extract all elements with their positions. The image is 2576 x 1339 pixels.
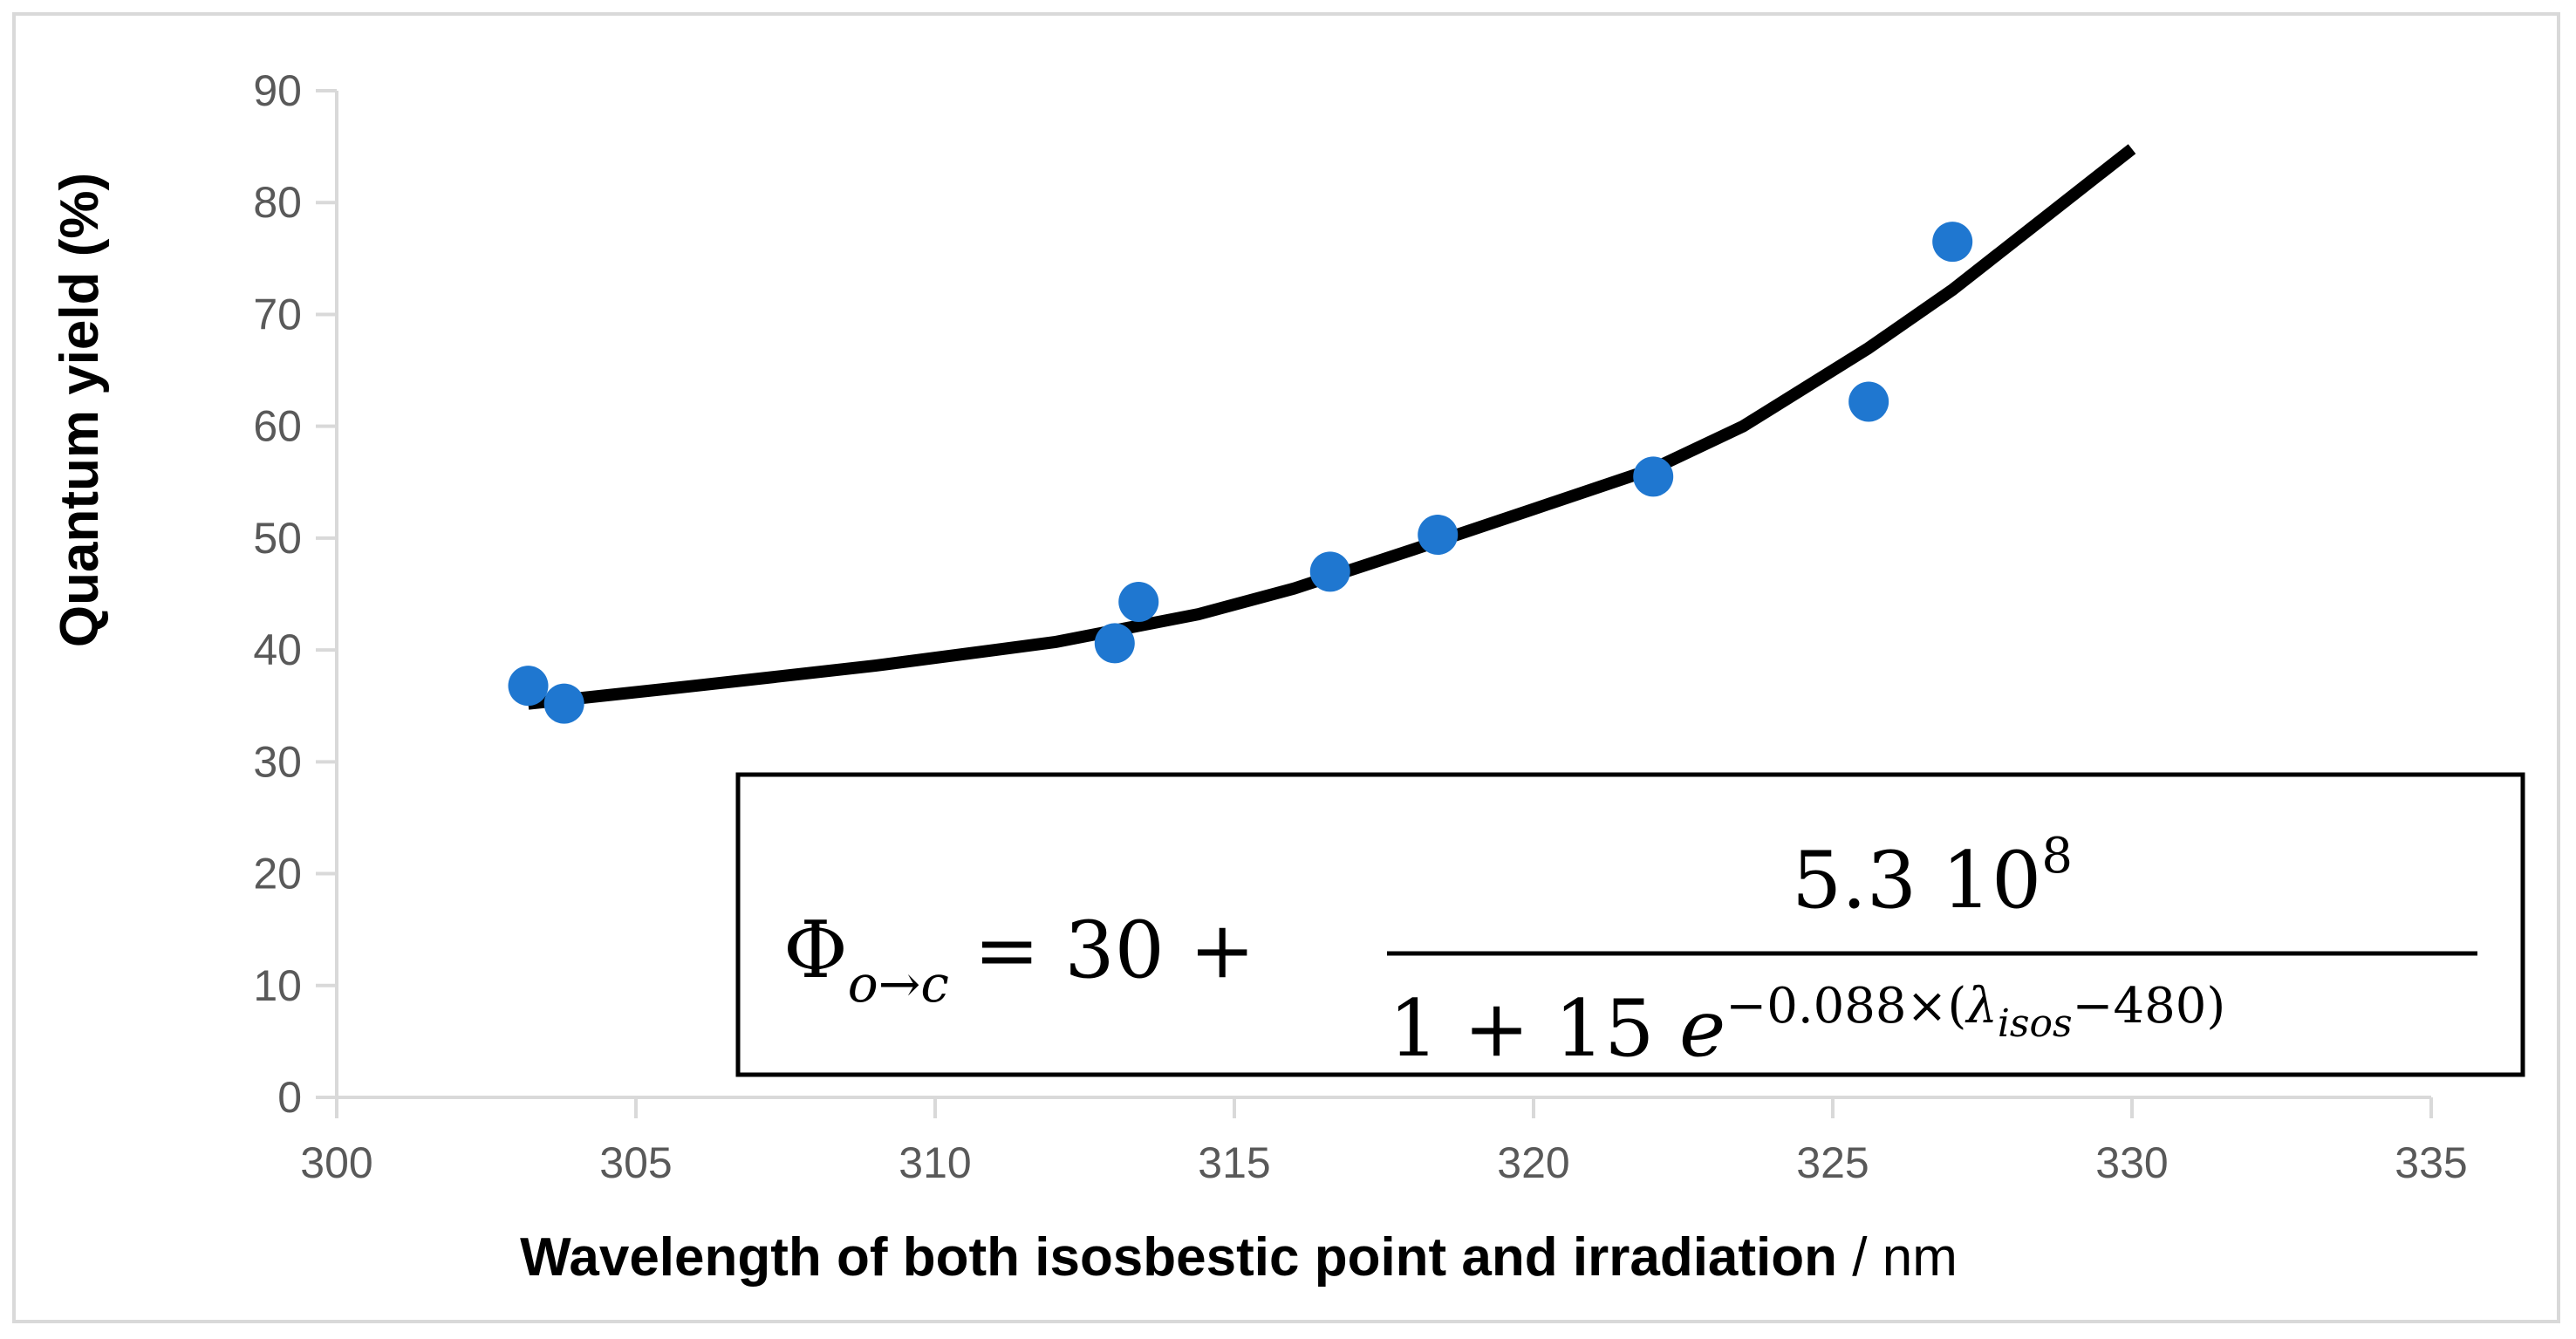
equation-left: Φo→c = 30 + bbox=[783, 905, 1281, 1014]
y-tick-label: 70 bbox=[253, 290, 302, 338]
x-axis-title-main: Wavelength of both isosbestic point and … bbox=[520, 1227, 1837, 1288]
y-tick-label: 50 bbox=[253, 514, 302, 563]
x-tick-label: 315 bbox=[1198, 1138, 1270, 1187]
equation-exponent-b: −480) bbox=[2073, 978, 2226, 1035]
equation-numerator-base: 5.3 10 bbox=[1792, 835, 2041, 926]
x-tick-label: 310 bbox=[899, 1138, 971, 1187]
equation-annotation: Φo→c = 30 + 5.3 108 1 + 15 e−0.088×(λiso… bbox=[735, 772, 2525, 1077]
x-tick-label: 330 bbox=[2095, 1138, 2168, 1187]
fit-line bbox=[527, 144, 2136, 710]
y-tick-label: 0 bbox=[277, 1073, 302, 1122]
data-point bbox=[1418, 515, 1459, 556]
x-tick-label: 335 bbox=[2395, 1138, 2467, 1187]
x-axis-title: Wavelength of both isosbestic point and … bbox=[520, 1227, 1958, 1288]
equation-numerator: 5.3 108 bbox=[1792, 828, 2073, 926]
equation-denominator-base: 1 + 15 bbox=[1389, 983, 1679, 1075]
data-point bbox=[1633, 456, 1674, 497]
x-tick-label: 325 bbox=[1796, 1138, 1869, 1187]
data-point bbox=[1309, 551, 1350, 592]
series-layer bbox=[508, 144, 2136, 724]
x-tick-label: 300 bbox=[300, 1138, 372, 1187]
equation-phi-subscript: o→c bbox=[848, 954, 949, 1014]
equation-denominator: 1 + 15 e−0.088×(λisos−480) bbox=[1389, 978, 2225, 1075]
y-tick-label: 10 bbox=[253, 961, 302, 1010]
chart-frame bbox=[12, 12, 2560, 1323]
equation-exponent-subscript: isos bbox=[1998, 1001, 2073, 1046]
axes: 0 10 20 30 40 50 60 70 80 90 300 305 310 315 320 325 33… bbox=[253, 66, 2467, 1187]
data-point bbox=[1094, 623, 1135, 664]
y-tick-label: 40 bbox=[253, 625, 302, 674]
y-tick-label: 30 bbox=[253, 737, 302, 786]
x-tick-label: 305 bbox=[599, 1138, 672, 1187]
data-point bbox=[1118, 581, 1159, 622]
y-ticks: 0 10 20 30 40 50 60 70 80 90 bbox=[253, 66, 337, 1122]
x-tick-label: 320 bbox=[1497, 1138, 1569, 1187]
y-tick-label: 20 bbox=[253, 850, 302, 898]
y-tick-label: 90 bbox=[253, 66, 302, 115]
x-ticks: 300 305 310 315 320 325 330 335 bbox=[300, 1097, 2468, 1187]
equation-exponent-a: −0.088×( bbox=[1725, 978, 1966, 1035]
data-point bbox=[508, 666, 549, 707]
equation-exponent-lambda: λ bbox=[1964, 978, 1998, 1035]
data-point bbox=[1932, 222, 1973, 263]
equation-phi: Φ bbox=[783, 905, 848, 996]
equation-constant: = 30 + bbox=[949, 905, 1281, 996]
x-axis-title-unit: / nm bbox=[1837, 1227, 1958, 1288]
equation-e: e bbox=[1679, 983, 1725, 1075]
equation-box-border bbox=[735, 772, 2525, 1077]
data-point bbox=[543, 683, 584, 724]
y-tick-label: 60 bbox=[253, 402, 302, 451]
equation-numerator-exponent: 8 bbox=[2041, 828, 2073, 885]
data-point bbox=[1848, 381, 1889, 422]
y-axis-title: Quantum yield (%) bbox=[50, 173, 110, 647]
y-tick-label: 80 bbox=[253, 178, 302, 227]
